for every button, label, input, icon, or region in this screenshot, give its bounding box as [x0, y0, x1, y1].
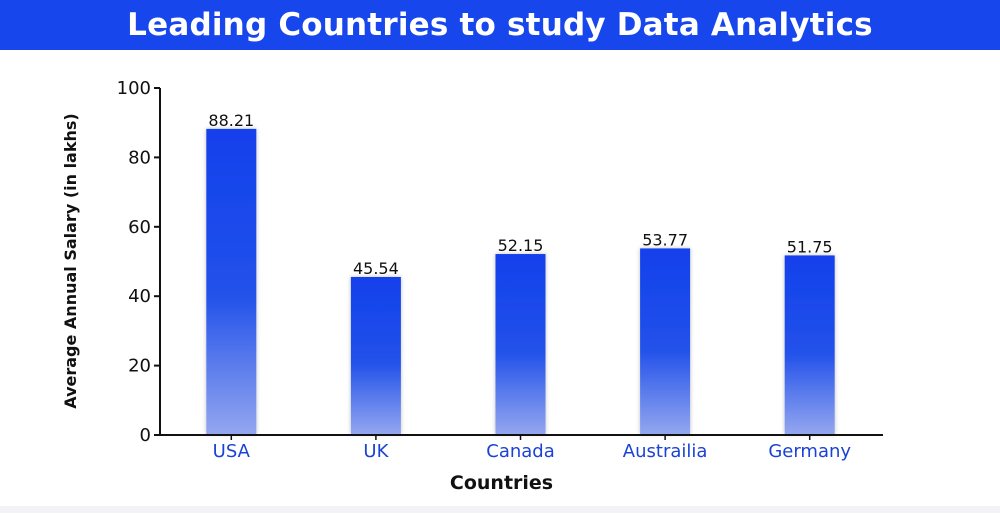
x-tick-label: USA	[213, 441, 251, 462]
x-tick-label: UK	[363, 441, 389, 462]
axes-layer	[154, 87, 883, 440]
bars-layer	[206, 128, 835, 434]
y-tick-label: 60	[128, 217, 151, 238]
title-banner: Leading Countries to study Data Analytic…	[0, 0, 1000, 50]
bar-usa	[206, 128, 257, 434]
y-tick-label: 20	[128, 356, 151, 377]
bar-uk	[350, 276, 401, 434]
x-tick-label: Germany	[768, 441, 851, 462]
x-axis-title: Countries	[450, 472, 553, 494]
labels-layer: 0 20 40 60 80 100 88.21 USA 45.54 UK 52.15 Canada 53…	[61, 78, 851, 494]
x-tick-label: Canada	[486, 441, 555, 462]
chart-title: Leading Countries to study Data Analytic…	[127, 7, 873, 43]
bar-germany	[784, 255, 835, 434]
data-label: 52.15	[498, 236, 544, 255]
data-label: 51.75	[787, 237, 833, 256]
y-tick-label: 40	[128, 286, 151, 307]
y-tick-label: 0	[140, 425, 151, 446]
data-label: 53.77	[642, 230, 688, 249]
data-label: 88.21	[208, 111, 254, 130]
y-tick-label: 80	[128, 147, 151, 168]
data-label: 45.54	[353, 259, 399, 278]
x-tick-label: Austrailia	[623, 441, 708, 462]
y-axis-title: Average Annual Salary (in lakhs)	[61, 113, 80, 408]
y-tick-label: 100	[117, 78, 151, 99]
bar-canada	[495, 254, 546, 434]
bar-austrailia	[640, 248, 691, 434]
